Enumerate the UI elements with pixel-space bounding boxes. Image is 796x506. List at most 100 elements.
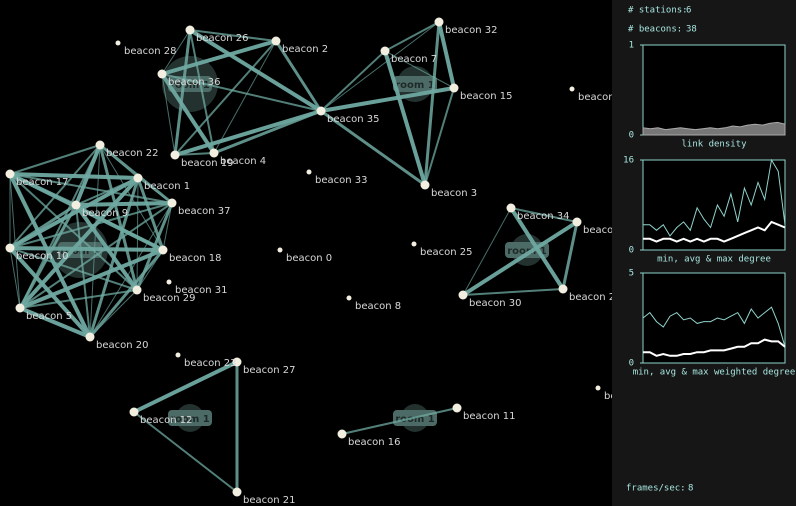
beacon-label: beacon 5 [26, 311, 72, 322]
beacon-label: beacon 4 [220, 156, 266, 167]
beacon-label: beacon 28 [124, 46, 177, 57]
link [133, 411, 238, 493]
beacon-dot [271, 36, 281, 46]
link [320, 109, 426, 187]
beacon-dot [569, 86, 575, 92]
beacon-dot [449, 83, 459, 93]
link [89, 289, 138, 338]
beacon-label: beacon 0 [286, 253, 332, 264]
room-label: room 1 [170, 80, 210, 91]
beacon-dot [337, 429, 347, 439]
beacon-label: beacon 33 [315, 175, 368, 186]
link [9, 247, 138, 291]
link [213, 109, 322, 155]
link [162, 202, 173, 251]
room-label: room 1 [507, 246, 547, 257]
y-tick-label: 5 [629, 269, 634, 279]
link [9, 173, 21, 309]
link [213, 40, 277, 154]
beacon-label: beacon 35 [327, 114, 380, 125]
beacon-dot [506, 203, 516, 213]
room-box [393, 76, 437, 92]
y-tick-label: 0 [629, 246, 634, 256]
beacon-label: beacon 2 [282, 44, 328, 55]
beacon-dot [209, 148, 219, 158]
beacon-label: beacon 22 [106, 148, 159, 159]
link [424, 87, 455, 186]
beacon-label: beacon 25 [420, 247, 473, 258]
density-area [642, 121, 786, 136]
beacon-label: beacon 7 [391, 54, 437, 65]
beacon-label: beacon 34 [517, 211, 570, 222]
chart-frame [642, 159, 786, 251]
link [89, 202, 173, 338]
link [9, 172, 139, 180]
link [462, 207, 512, 296]
link [160, 72, 216, 155]
series-line [643, 220, 786, 243]
link [9, 176, 139, 250]
beacon-label: beacon [583, 225, 620, 236]
beacon-label: beacon 31 [175, 285, 228, 296]
room-label: room 1 [395, 80, 435, 91]
link [189, 29, 277, 42]
fps-label: frames/sec: [626, 484, 686, 494]
link [174, 40, 277, 156]
beacon-dot [129, 407, 139, 417]
beacon-label: beacon 26 [196, 33, 249, 44]
beacon-label: beacon 15 [460, 91, 513, 102]
link [320, 21, 440, 112]
chart-title: link density [681, 140, 747, 150]
series-line [642, 306, 786, 347]
beacon-dot [316, 106, 326, 116]
beacon-dot [157, 69, 167, 79]
link [510, 207, 578, 223]
link [75, 201, 173, 207]
link [561, 221, 579, 290]
beacon-dot [595, 385, 601, 391]
room-label: room 1 [395, 414, 435, 425]
beacon-label: beacon 16 [348, 437, 401, 448]
link [423, 21, 441, 186]
beacon-label: beacon 29 [143, 293, 196, 304]
link [161, 39, 277, 76]
beacon-dot [132, 285, 142, 295]
beacon-dot [185, 25, 195, 35]
link [384, 50, 455, 89]
beacon-label: beacon 8 [355, 301, 401, 312]
beacon-dot [232, 357, 242, 367]
beacon-label: beacon 20 [96, 340, 149, 351]
beacon-dot [411, 241, 417, 247]
link [9, 144, 101, 175]
series-line [643, 158, 786, 237]
beacon-dot [166, 279, 172, 285]
beacon-label: beacon 9 [82, 208, 128, 219]
beacon-label: beacon 30 [469, 298, 522, 309]
stat-value: 6 [686, 6, 691, 16]
link [173, 29, 192, 156]
beacon-dot [306, 169, 312, 175]
link [320, 86, 455, 113]
beacon-label: beacon 21 [243, 495, 296, 506]
beacon-dot [167, 198, 177, 208]
link [136, 177, 139, 291]
beacon-dot [420, 180, 430, 190]
beacon-dot [434, 17, 444, 27]
beacon-dot [175, 352, 181, 358]
beacon-dot [133, 173, 143, 183]
link [9, 247, 21, 309]
beacon-label: beacon 3 [431, 188, 477, 199]
link [161, 73, 176, 156]
link [19, 202, 173, 309]
beacon-label: beacon 32 [445, 25, 498, 36]
stat-label: # beacons: [628, 25, 682, 35]
link [437, 21, 456, 89]
link [9, 202, 173, 249]
beacon-dot [452, 403, 462, 413]
link [75, 204, 164, 251]
link [161, 29, 191, 75]
beacon-label: beacon 24 [569, 292, 622, 303]
link [341, 407, 458, 435]
